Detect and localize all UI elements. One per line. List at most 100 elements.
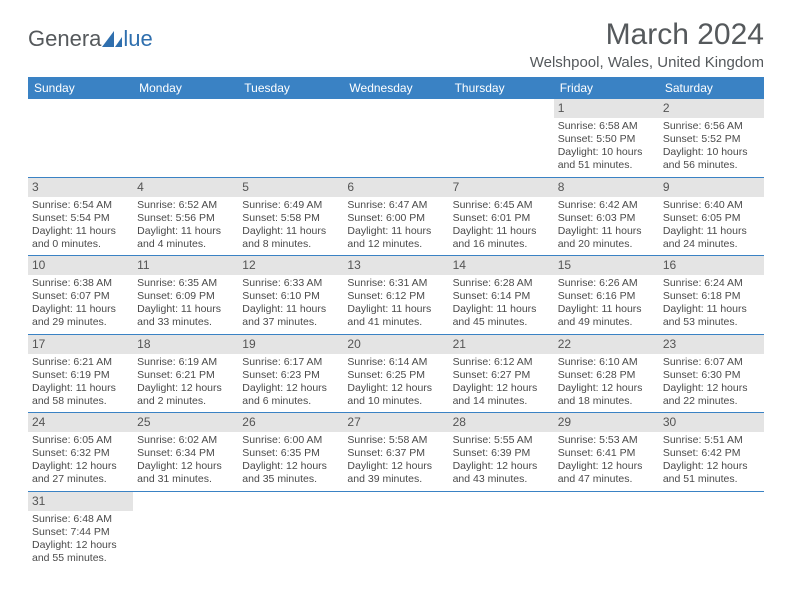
calendar-cell: 3 Sunrise: 6:54 AMSunset: 5:54 PMDaylight… — [28, 177, 133, 256]
cell-line-d2: and 55 minutes. — [32, 552, 129, 565]
weekday-header: Saturday — [659, 77, 764, 99]
calendar-table: SundayMondayTuesdayWednesdayThursdayFrid… — [28, 77, 764, 569]
cell-line-d1: Daylight: 12 hours — [137, 460, 234, 473]
cell-line-sunrise: Sunrise: 6:07 AM — [663, 356, 760, 369]
cell-line-d2: and 47 minutes. — [558, 473, 655, 486]
cell-line-sunset: Sunset: 6:14 PM — [453, 290, 550, 303]
sail-icon — [102, 27, 122, 43]
cell-line-d2: and 12 minutes. — [347, 238, 444, 251]
calendar-cell: 20Sunrise: 6:14 AMSunset: 6:25 PMDayligh… — [343, 334, 448, 413]
cell-line-sunset: Sunset: 6:09 PM — [137, 290, 234, 303]
cell-line-d2: and 31 minutes. — [137, 473, 234, 486]
cell-line-d2: and 51 minutes. — [558, 159, 655, 172]
calendar-cell: 17Sunrise: 6:21 AMSunset: 6:19 PMDayligh… — [28, 334, 133, 413]
calendar-cell: 7Sunrise: 6:45 AMSunset: 6:01 PMDaylight… — [449, 177, 554, 256]
cell-line-d1: Daylight: 11 hours — [347, 303, 444, 316]
cell-line-d1: Daylight: 11 hours — [242, 303, 339, 316]
day-number: 5 — [238, 178, 343, 197]
cell-line-d1: Daylight: 12 hours — [32, 539, 129, 552]
cell-line-sunset: Sunset: 5:58 PM — [242, 212, 339, 225]
day-number: 3 — [28, 178, 133, 197]
day-number: 2 — [659, 99, 764, 118]
calendar-cell — [343, 99, 448, 177]
cell-line-d1: Daylight: 11 hours — [32, 225, 129, 238]
cell-line-d2: and 20 minutes. — [558, 238, 655, 251]
cell-line-sunset: Sunset: 6:10 PM — [242, 290, 339, 303]
cell-line-sunrise: Sunrise: 6:10 AM — [558, 356, 655, 369]
day-number: 29 — [554, 413, 659, 432]
calendar-cell: 13Sunrise: 6:31 AMSunset: 6:12 PMDayligh… — [343, 256, 448, 335]
cell-line-d1: Daylight: 11 hours — [558, 225, 655, 238]
cell-line-sunrise: Sunrise: 6:54 AM — [32, 199, 129, 212]
cell-line-sunset: Sunset: 6:07 PM — [32, 290, 129, 303]
cell-line-sunset: Sunset: 5:54 PM — [32, 212, 129, 225]
day-number: 28 — [449, 413, 554, 432]
cell-line-d1: Daylight: 11 hours — [453, 303, 550, 316]
cell-line-sunset: Sunset: 6:35 PM — [242, 447, 339, 460]
cell-line-d2: and 10 minutes. — [347, 395, 444, 408]
calendar-week: 10Sunrise: 6:38 AMSunset: 6:07 PMDayligh… — [28, 256, 764, 335]
cell-line-sunrise: Sunrise: 6:58 AM — [558, 120, 655, 133]
cell-line-sunrise: Sunrise: 6:47 AM — [347, 199, 444, 212]
day-number: 12 — [238, 256, 343, 275]
cell-line-d1: Daylight: 11 hours — [453, 225, 550, 238]
calendar-cell — [554, 491, 659, 569]
location: Welshpool, Wales, United Kingdom — [530, 54, 764, 71]
cell-line-d1: Daylight: 12 hours — [663, 382, 760, 395]
cell-line-d2: and 16 minutes. — [453, 238, 550, 251]
day-number: 9 — [659, 178, 764, 197]
cell-line-d2: and 58 minutes. — [32, 395, 129, 408]
cell-line-sunset: Sunset: 6:28 PM — [558, 369, 655, 382]
calendar-cell: 15Sunrise: 6:26 AMSunset: 6:16 PMDayligh… — [554, 256, 659, 335]
day-number: 15 — [554, 256, 659, 275]
cell-line-sunset: Sunset: 6:05 PM — [663, 212, 760, 225]
cell-line-d2: and 6 minutes. — [242, 395, 339, 408]
cell-line-sunrise: Sunrise: 6:52 AM — [137, 199, 234, 212]
cell-line-d1: Daylight: 12 hours — [558, 382, 655, 395]
cell-line-d2: and 49 minutes. — [558, 316, 655, 329]
weekday-header: Wednesday — [343, 77, 448, 99]
cell-line-sunset: Sunset: 6:30 PM — [663, 369, 760, 382]
cell-line-sunset: Sunset: 6:39 PM — [453, 447, 550, 460]
calendar-cell: 18Sunrise: 6:19 AMSunset: 6:21 PMDayligh… — [133, 334, 238, 413]
cell-line-sunrise: Sunrise: 6:35 AM — [137, 277, 234, 290]
cell-line-sunrise: Sunrise: 5:58 AM — [347, 434, 444, 447]
calendar-cell — [659, 491, 764, 569]
day-number: 20 — [343, 335, 448, 354]
calendar-week: 17Sunrise: 6:21 AMSunset: 6:19 PMDayligh… — [28, 334, 764, 413]
cell-line-d1: Daylight: 12 hours — [242, 460, 339, 473]
calendar-cell: 23Sunrise: 6:07 AMSunset: 6:30 PMDayligh… — [659, 334, 764, 413]
cell-line-sunset: Sunset: 6:12 PM — [347, 290, 444, 303]
calendar-week: 1Sunrise: 6:58 AMSunset: 5:50 PMDaylight… — [28, 99, 764, 177]
weekday-header: Tuesday — [238, 77, 343, 99]
cell-line-d2: and 8 minutes. — [242, 238, 339, 251]
day-number: 16 — [659, 256, 764, 275]
cell-line-d2: and 35 minutes. — [242, 473, 339, 486]
calendar-cell: 4Sunrise: 6:52 AMSunset: 5:56 PMDaylight… — [133, 177, 238, 256]
cell-line-sunrise: Sunrise: 6:45 AM — [453, 199, 550, 212]
cell-line-d1: Daylight: 12 hours — [453, 382, 550, 395]
weekday-header: Monday — [133, 77, 238, 99]
day-number: 24 — [28, 413, 133, 432]
cell-line-sunrise: Sunrise: 6:24 AM — [663, 277, 760, 290]
cell-line-sunrise: Sunrise: 6:26 AM — [558, 277, 655, 290]
cell-line-sunrise: Sunrise: 6:14 AM — [347, 356, 444, 369]
cell-line-d1: Daylight: 12 hours — [137, 382, 234, 395]
cell-line-sunset: Sunset: 7:44 PM — [32, 526, 129, 539]
cell-line-sunset: Sunset: 6:23 PM — [242, 369, 339, 382]
cell-line-d2: and 45 minutes. — [453, 316, 550, 329]
logo-text-left: Genera — [28, 26, 101, 52]
cell-line-sunset: Sunset: 5:50 PM — [558, 133, 655, 146]
cell-line-sunset: Sunset: 6:01 PM — [453, 212, 550, 225]
cell-line-sunrise: Sunrise: 5:55 AM — [453, 434, 550, 447]
cell-line-d2: and 29 minutes. — [32, 316, 129, 329]
weekday-header: Sunday — [28, 77, 133, 99]
cell-line-sunrise: Sunrise: 6:02 AM — [137, 434, 234, 447]
cell-line-sunset: Sunset: 6:03 PM — [558, 212, 655, 225]
calendar-cell: 11Sunrise: 6:35 AMSunset: 6:09 PMDayligh… — [133, 256, 238, 335]
day-number: 4 — [133, 178, 238, 197]
cell-line-sunset: Sunset: 6:18 PM — [663, 290, 760, 303]
cell-line-d1: Daylight: 11 hours — [663, 303, 760, 316]
weekday-row: SundayMondayTuesdayWednesdayThursdayFrid… — [28, 77, 764, 99]
cell-line-d2: and 18 minutes. — [558, 395, 655, 408]
